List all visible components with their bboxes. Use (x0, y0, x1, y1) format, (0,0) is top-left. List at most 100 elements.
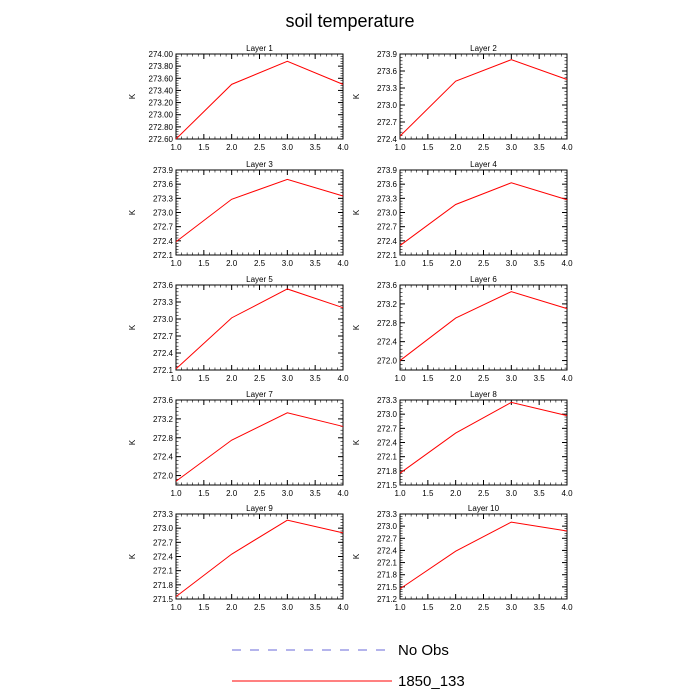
y-axis-label: K (352, 324, 361, 330)
x-tick-label: 4.0 (337, 603, 349, 612)
x-tick-label: 2.0 (226, 489, 238, 498)
y-tick-label: 273.0 (153, 209, 174, 218)
x-tick-label: 2.5 (478, 143, 490, 152)
panel-title: Layer 1 (246, 44, 273, 53)
x-tick-label: 4.0 (561, 489, 573, 498)
panel-title: Layer 3 (246, 160, 273, 169)
x-tick-label: 3.0 (506, 143, 518, 152)
x-tick-label: 4.0 (561, 603, 573, 612)
panel-title: Layer 6 (470, 275, 497, 284)
x-tick-label: 3.0 (506, 259, 518, 268)
x-tick-label: 3.0 (282, 374, 294, 383)
x-tick-label: 2.0 (226, 603, 238, 612)
x-tick-label: 1.5 (198, 603, 210, 612)
plot-frame (399, 284, 568, 371)
y-tick-label: 271.2 (377, 595, 398, 604)
x-tick-label: 1.0 (170, 489, 182, 498)
plot-frame (399, 169, 568, 256)
y-tick-label: 272.4 (377, 439, 398, 448)
y-tick-label: 273.00 (149, 111, 174, 120)
x-tick-label: 1.0 (394, 143, 406, 152)
panel-title: Layer 4 (470, 160, 497, 169)
plot-frame (175, 399, 344, 486)
y-tick-label: 273.9 (377, 50, 398, 59)
y-tick-label: 272.1 (377, 453, 398, 462)
x-tick-label: 4.0 (561, 259, 573, 268)
plot-frame (399, 53, 568, 140)
series-line-1850-133 (399, 59, 568, 137)
x-tick-label: 3.5 (534, 259, 546, 268)
y-tick-label: 273.0 (377, 209, 398, 218)
y-tick-label: 273.3 (377, 510, 398, 519)
panel-layer-3: Layer 3 K 1.0 1.5 2.0 2.5 3.0 3.5 4.0 273.9 273.6 2… (128, 160, 349, 268)
series-line-1850-133 (175, 412, 344, 482)
series-line-1850-133 (175, 519, 344, 598)
x-tick-label: 4.0 (337, 489, 349, 498)
x-tick-label: 1.0 (170, 143, 182, 152)
x-tick-label: 4.0 (337, 143, 349, 152)
plot-frame (175, 284, 344, 371)
plot-frame (175, 169, 344, 256)
panel-title: Layer 2 (470, 44, 497, 53)
y-tick-label: 273.6 (377, 67, 398, 76)
x-tick-label: 3.0 (282, 603, 294, 612)
y-tick-label: 272.4 (153, 237, 174, 246)
x-tick-label: 3.5 (310, 374, 322, 383)
y-tick-label: 273.0 (153, 524, 174, 533)
x-tick-label: 3.0 (282, 143, 294, 152)
y-tick-label: 272.8 (377, 319, 398, 328)
x-tick-label: 2.0 (450, 489, 462, 498)
x-tick-label: 1.0 (394, 489, 406, 498)
x-tick-label: 1.5 (422, 259, 434, 268)
y-tick-label: 272.1 (153, 366, 174, 375)
panel-title: Layer 7 (246, 390, 273, 399)
y-tick-label: 272.4 (377, 135, 398, 144)
y-tick-label: 272.7 (377, 534, 398, 543)
y-axis-label: K (128, 93, 137, 99)
y-tick-label: 273.2 (153, 415, 174, 424)
y-tick-label: 272.8 (153, 434, 174, 443)
x-tick-label: 3.0 (282, 489, 294, 498)
x-tick-label: 3.5 (310, 603, 322, 612)
x-tick-label: 2.5 (478, 374, 490, 383)
x-tick-label: 3.5 (534, 143, 546, 152)
y-tick-label: 273.9 (377, 166, 398, 175)
y-tick-label: 272.4 (377, 237, 398, 246)
y-tick-label: 272.0 (153, 472, 174, 481)
y-tick-label: 271.5 (377, 583, 398, 592)
x-tick-label: 2.5 (254, 374, 266, 383)
x-tick-label: 3.5 (534, 489, 546, 498)
y-tick-label: 273.3 (153, 194, 174, 203)
y-tick-label: 272.1 (153, 251, 174, 260)
panel-layer-7: Layer 7 K 1.0 1.5 2.0 2.5 3.0 3.5 4.0 273.6 273.2 2… (128, 390, 349, 498)
x-tick-label: 3.5 (310, 489, 322, 498)
y-axis-label: K (128, 439, 137, 445)
y-axis-label: K (128, 553, 137, 559)
y-tick-label: 273.6 (377, 180, 398, 189)
x-tick-label: 3.0 (506, 374, 518, 383)
panel-layer-2: Layer 2 K 1.0 1.5 2.0 2.5 3.0 3.5 4.0 273.9 273.6 2… (352, 44, 573, 152)
x-tick-label: 3.5 (534, 603, 546, 612)
panel-title: Layer 10 (468, 504, 500, 513)
legend: No Obs 1850_133 (232, 642, 465, 690)
series-line-1850-133 (399, 182, 568, 246)
y-tick-label: 272.4 (153, 349, 174, 358)
panel-title: Layer 5 (246, 275, 273, 284)
y-tick-label: 273.80 (149, 62, 174, 71)
y-tick-label: 273.6 (153, 281, 174, 290)
y-tick-label: 273.6 (153, 396, 174, 405)
legend-label-no-obs: No Obs (398, 642, 449, 659)
y-tick-label: 272.4 (153, 453, 174, 462)
x-tick-label: 2.5 (254, 259, 266, 268)
x-tick-label: 4.0 (561, 143, 573, 152)
x-tick-label: 1.0 (170, 259, 182, 268)
y-tick-label: 271.8 (153, 581, 174, 590)
y-tick-label: 272.7 (153, 538, 174, 547)
y-tick-label: 272.1 (153, 567, 174, 576)
x-tick-label: 4.0 (561, 374, 573, 383)
x-tick-label: 2.5 (254, 143, 266, 152)
y-tick-label: 273.0 (377, 410, 398, 419)
y-tick-label: 272.80 (149, 123, 174, 132)
series-line-1850-133 (399, 521, 568, 590)
